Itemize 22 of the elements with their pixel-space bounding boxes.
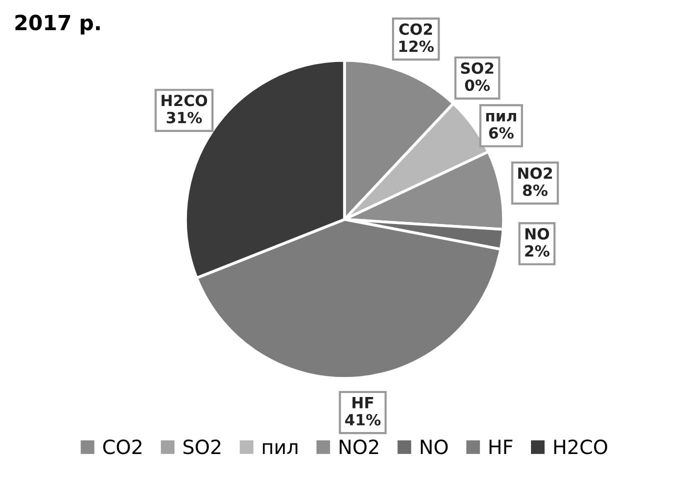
slice-label: NO2	[518, 167, 552, 179]
legend-label: пил	[262, 443, 298, 454]
legend-label: NO2	[340, 440, 378, 454]
slice-label: NO	[525, 228, 550, 240]
data-label: 6%	[489, 127, 514, 139]
legend-label: NO	[420, 440, 448, 454]
chart-title: 2017 р.	[15, 14, 100, 34]
legend-label: SO2	[184, 440, 220, 454]
data-label: 8%	[523, 184, 548, 196]
slice-label: CO2	[399, 23, 432, 35]
data-label: 12%	[399, 40, 434, 52]
legend-label: CO2	[103, 440, 142, 454]
data-label: 2%	[525, 245, 550, 257]
text: 0%	[465, 79, 490, 91]
legend-label: H2CO	[554, 440, 608, 454]
slice-label: H2CO	[162, 94, 208, 106]
slice-label: HF	[352, 397, 374, 408]
data-label: 41%	[345, 414, 381, 426]
slice-label: пил	[486, 113, 516, 122]
category-label: SO2	[461, 62, 494, 74]
data-label: 31%	[166, 112, 202, 124]
legend-label: HF	[490, 440, 512, 454]
